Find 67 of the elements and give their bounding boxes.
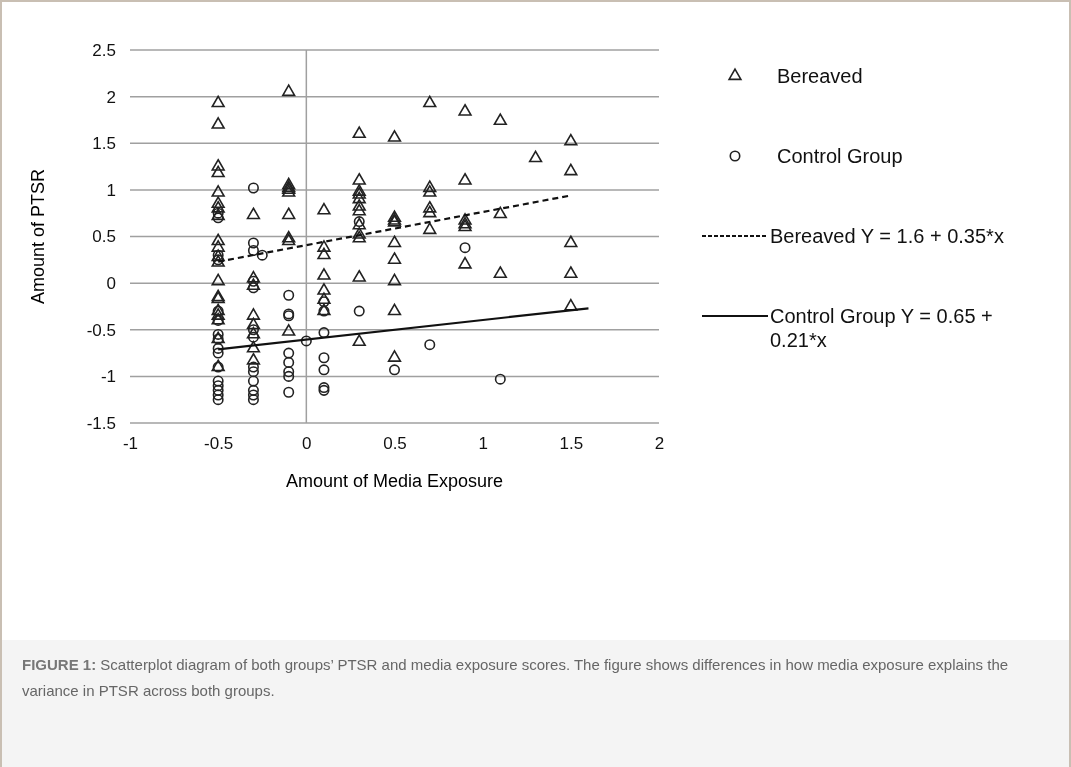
point (318, 364, 330, 376)
y-tick-label: -1.5 (86, 413, 116, 433)
point (212, 347, 224, 359)
x-tick-label: 1 (478, 434, 488, 454)
point (247, 182, 259, 194)
point (283, 347, 295, 359)
x-tick-label: 0 (302, 434, 312, 454)
point (212, 212, 224, 224)
x-tick-label: -0.5 (204, 434, 234, 454)
point (212, 361, 224, 373)
y-tick-label: -1 (100, 367, 116, 387)
point (247, 282, 259, 294)
point (247, 361, 259, 373)
legend-label: Bereaved (777, 65, 863, 87)
point (247, 331, 259, 343)
y-tick-label: 0 (106, 274, 116, 294)
legend-label: Control Group Y = 0.65 + 0.21*x (770, 305, 993, 351)
point (247, 389, 259, 401)
x-tick-label: 0.5 (383, 434, 407, 454)
point (283, 370, 295, 382)
point (247, 244, 259, 256)
point (283, 366, 295, 378)
point (212, 305, 224, 317)
point (212, 328, 224, 340)
y-tick-label: 2.5 (92, 40, 116, 60)
y-tick-label: 2 (106, 87, 116, 107)
y-tick-label: 1.5 (92, 134, 116, 154)
point (212, 384, 224, 396)
point (300, 335, 312, 347)
legend-label: Bereaved Y = 1.6 + 0.35*x (770, 225, 1004, 247)
point (247, 366, 259, 378)
caption: FIGURE 1: Scatterplot diagram of both groups’ PTSR and media exposure scores. The figure shows differences in how media exposure explains the variance in PTSR across both groups. (22, 656, 1009, 699)
point (212, 333, 224, 345)
y-tick-label: 0.5 (92, 227, 116, 247)
legend-label: Control Group (777, 145, 903, 167)
y-tick-label: -0.5 (86, 320, 116, 340)
x-axis-title: Amount of Media Exposure (285, 471, 504, 491)
y-axis-title: Amount of PTSR (28, 168, 48, 305)
point (388, 364, 401, 376)
x-tick-label: 1.5 (559, 434, 584, 454)
point (318, 296, 330, 308)
point (212, 394, 224, 406)
point (212, 389, 224, 401)
point (247, 375, 259, 387)
point (247, 394, 259, 406)
point (494, 373, 506, 385)
point (424, 339, 436, 351)
x-tick-label: 2 (654, 434, 665, 454)
point (247, 237, 259, 249)
y-tick-label: 1 (106, 180, 116, 200)
point (247, 275, 259, 287)
point (283, 356, 295, 368)
point (353, 305, 365, 317)
point (318, 352, 330, 364)
point (353, 216, 365, 228)
point (212, 380, 224, 392)
point (247, 324, 259, 336)
point (459, 242, 471, 254)
point (283, 386, 295, 398)
point (283, 289, 295, 301)
point (212, 254, 224, 266)
point (212, 207, 224, 219)
point (247, 384, 259, 396)
point (256, 249, 268, 261)
x-tick-label: -1 (122, 434, 139, 454)
point (318, 305, 330, 317)
point (212, 375, 224, 387)
